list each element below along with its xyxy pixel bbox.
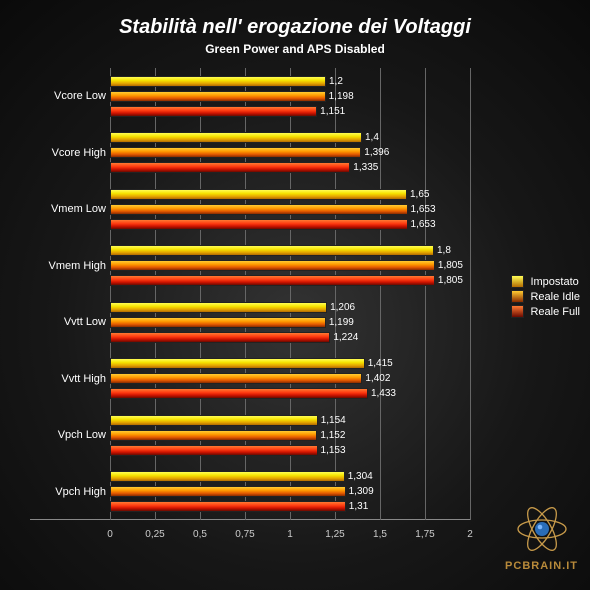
brand-text: PCBRAIN.IT bbox=[505, 560, 578, 572]
legend-swatch-icon bbox=[511, 305, 524, 318]
legend: Impostato Reale Idle Reale Full bbox=[511, 275, 580, 320]
bar: 1,8 bbox=[110, 245, 434, 256]
bar-group: 1,4151,4021,433 bbox=[110, 355, 470, 404]
x-tick-label: 1,5 bbox=[373, 529, 387, 540]
category-label: Vcore High bbox=[30, 147, 106, 159]
chart-plot-area: 00,250,50,7511,251,51,752 Vcore Low1,21,… bbox=[30, 68, 470, 544]
bar: 1,153 bbox=[110, 445, 318, 456]
x-tick-label: 0,5 bbox=[193, 529, 207, 540]
legend-label: Reale Full bbox=[530, 306, 580, 318]
bar-value-label: 1,199 bbox=[329, 317, 354, 328]
category-label: Vvtt High bbox=[30, 373, 106, 385]
bar: 1,396 bbox=[110, 147, 361, 158]
x-tick-label: 1,25 bbox=[325, 529, 344, 540]
x-tick-label: 0,75 bbox=[235, 529, 254, 540]
bar: 1,309 bbox=[110, 486, 346, 497]
bar-value-label: 1,4 bbox=[365, 132, 379, 143]
atom-icon bbox=[515, 502, 569, 556]
bar-value-label: 1,805 bbox=[438, 260, 463, 271]
bar: 1,433 bbox=[110, 388, 368, 399]
bar: 1,206 bbox=[110, 302, 327, 313]
bar-group: 1,21,1981,151 bbox=[110, 72, 470, 121]
category-label: Vmem High bbox=[30, 260, 106, 272]
bar: 1,31 bbox=[110, 501, 346, 512]
legend-item: Impostato bbox=[511, 275, 580, 288]
bar-value-label: 1,335 bbox=[353, 162, 378, 173]
bar-value-label: 1,653 bbox=[411, 219, 436, 230]
bar-value-label: 1,433 bbox=[371, 388, 396, 399]
category-label: Vpch Low bbox=[30, 429, 106, 441]
bar-value-label: 1,198 bbox=[329, 91, 354, 102]
brand-logo: PCBRAIN.IT bbox=[505, 502, 578, 572]
x-tick-label: 0,25 bbox=[145, 529, 164, 540]
bar-value-label: 1,8 bbox=[437, 245, 451, 256]
bar-group: 1,3041,3091,31 bbox=[110, 468, 470, 517]
bar-value-label: 1,152 bbox=[320, 430, 345, 441]
chart-title: Stabilità nell' erogazione dei Voltaggi bbox=[0, 16, 590, 39]
category-group: Vpch Low1,1541,1521,153 bbox=[30, 407, 470, 464]
x-tick-label: 0 bbox=[107, 529, 113, 540]
bar-value-label: 1,65 bbox=[410, 189, 429, 200]
x-tick-label: 1,75 bbox=[415, 529, 434, 540]
category-label: Vpch High bbox=[30, 486, 106, 498]
bar: 1,152 bbox=[110, 430, 317, 441]
bar-value-label: 1,402 bbox=[365, 373, 390, 384]
legend-label: Reale Idle bbox=[530, 291, 580, 303]
chart-subtitle: Green Power and APS Disabled bbox=[0, 42, 590, 56]
bar-group: 1,81,8051,805 bbox=[110, 242, 470, 291]
legend-label: Impostato bbox=[530, 276, 578, 288]
bar: 1,304 bbox=[110, 471, 345, 482]
bar: 1,653 bbox=[110, 204, 408, 215]
bar-value-label: 1,653 bbox=[411, 204, 436, 215]
legend-swatch-icon bbox=[511, 290, 524, 303]
category-label: Vvtt Low bbox=[30, 316, 106, 328]
bar-group: 1,651,6531,653 bbox=[110, 185, 470, 234]
bar-group: 1,1541,1521,153 bbox=[110, 411, 470, 460]
bar-value-label: 1,805 bbox=[438, 275, 463, 286]
bar: 1,4 bbox=[110, 132, 362, 143]
category-group: Vmem Low1,651,6531,653 bbox=[30, 181, 470, 238]
bar: 1,415 bbox=[110, 358, 365, 369]
bar-value-label: 1,31 bbox=[349, 501, 368, 512]
bar-value-label: 1,206 bbox=[330, 302, 355, 313]
legend-swatch-icon bbox=[511, 275, 524, 288]
legend-item: Reale Full bbox=[511, 305, 580, 318]
category-group: Vvtt High1,4151,4021,433 bbox=[30, 351, 470, 408]
bar-value-label: 1,415 bbox=[368, 358, 393, 369]
bar-value-label: 1,154 bbox=[321, 415, 346, 426]
bar: 1,335 bbox=[110, 162, 350, 173]
bar-value-label: 1,396 bbox=[364, 147, 389, 158]
x-tick-label: 1 bbox=[287, 529, 293, 540]
bar: 1,198 bbox=[110, 91, 326, 102]
bar: 1,154 bbox=[110, 415, 318, 426]
category-label: Vmem Low bbox=[30, 203, 106, 215]
category-group: Vpch High1,3041,3091,31 bbox=[30, 464, 470, 521]
bar: 1,199 bbox=[110, 317, 326, 328]
bar-value-label: 1,304 bbox=[348, 471, 373, 482]
bar-group: 1,41,3961,335 bbox=[110, 129, 470, 178]
bar: 1,65 bbox=[110, 189, 407, 200]
bar: 1,151 bbox=[110, 106, 317, 117]
bar-group: 1,2061,1991,224 bbox=[110, 298, 470, 347]
bar: 1,2 bbox=[110, 76, 326, 87]
bar-value-label: 1,224 bbox=[333, 332, 358, 343]
bar: 1,653 bbox=[110, 219, 408, 230]
category-group: Vvtt Low1,2061,1991,224 bbox=[30, 294, 470, 351]
x-tick-label: 2 bbox=[467, 529, 473, 540]
bar-value-label: 1,2 bbox=[329, 76, 343, 87]
category-group: Vcore High1,41,3961,335 bbox=[30, 125, 470, 182]
gridline bbox=[470, 68, 471, 520]
bar: 1,805 bbox=[110, 275, 435, 286]
bar-value-label: 1,309 bbox=[349, 486, 374, 497]
bar: 1,224 bbox=[110, 332, 330, 343]
legend-item: Reale Idle bbox=[511, 290, 580, 303]
bar-value-label: 1,151 bbox=[320, 106, 345, 117]
bar-value-label: 1,153 bbox=[321, 445, 346, 456]
category-label: Vcore Low bbox=[30, 90, 106, 102]
bar: 1,805 bbox=[110, 260, 435, 271]
bar: 1,402 bbox=[110, 373, 362, 384]
category-group: Vcore Low1,21,1981,151 bbox=[30, 68, 470, 125]
category-group: Vmem High1,81,8051,805 bbox=[30, 238, 470, 295]
